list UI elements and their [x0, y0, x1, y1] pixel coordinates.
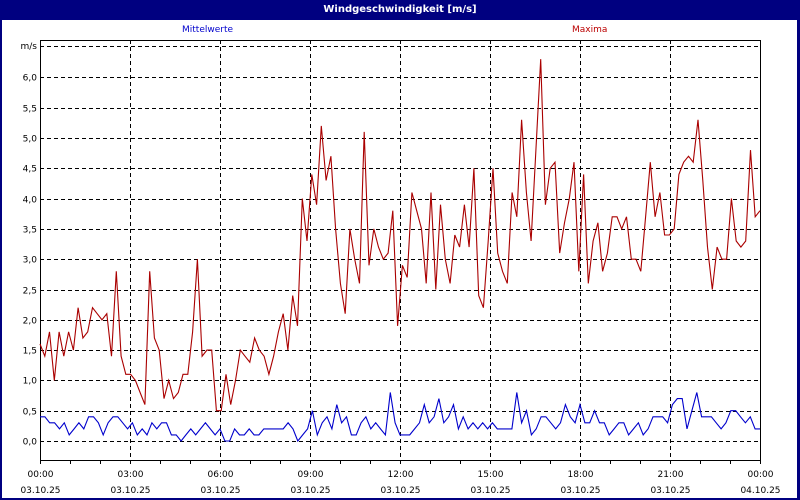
y-tick-label: 0,5	[23, 408, 37, 418]
y-tick-label: 3,0	[23, 256, 38, 266]
y-tick-label: 2,5	[23, 287, 37, 297]
legend-max: Maxima	[572, 25, 608, 35]
x-tick-date: 03.10.25	[470, 486, 510, 496]
series-mean-line	[40, 392, 760, 443]
x-tick-time: 06:00	[208, 470, 234, 480]
y-tick-label: 4,5	[23, 165, 37, 175]
chart-title: Windgeschwindigkeit [m/s]	[323, 4, 477, 15]
y-tick-label: 2,0	[23, 317, 38, 327]
y-tick-label: 0,0	[23, 438, 38, 448]
y-tick-label: 1,0	[23, 377, 38, 387]
x-tick-time: 18:00	[568, 470, 594, 480]
x-tick-date: 03.10.25	[200, 486, 240, 496]
x-tick-date: 03.10.25	[20, 486, 60, 496]
y-tick-label: 5,0	[23, 135, 38, 145]
legend-mean: Mittelwerte	[182, 25, 234, 35]
x-tick-date: 03.10.25	[560, 486, 600, 496]
y-tick-label: 1,5	[23, 347, 37, 357]
x-tick-date: 03.10.25	[380, 486, 420, 496]
x-tick-time: 00:00	[28, 470, 54, 480]
x-tick-time: 21:00	[658, 470, 684, 480]
x-tick-time: 12:00	[388, 470, 414, 480]
y-tick-label: 5,5	[23, 105, 37, 115]
x-tick-time: 09:00	[298, 470, 324, 480]
x-tick-date: 04.10.25	[740, 486, 780, 496]
y-tick-label: 3,5	[23, 226, 37, 236]
x-tick-date: 03.10.25	[290, 486, 330, 496]
x-tick-time: 00:00	[748, 470, 774, 480]
y-tick-label: 4,0	[23, 196, 38, 206]
x-tick-time: 15:00	[478, 470, 504, 480]
x-tick-date: 03.10.25	[650, 486, 690, 496]
y-axis-unit: m/s	[21, 42, 38, 52]
series-max-line	[39, 59, 761, 412]
x-tick-date: 03.10.25	[110, 486, 150, 496]
x-tick-time: 03:00	[118, 470, 144, 480]
y-tick-label: 6,0	[23, 74, 38, 84]
